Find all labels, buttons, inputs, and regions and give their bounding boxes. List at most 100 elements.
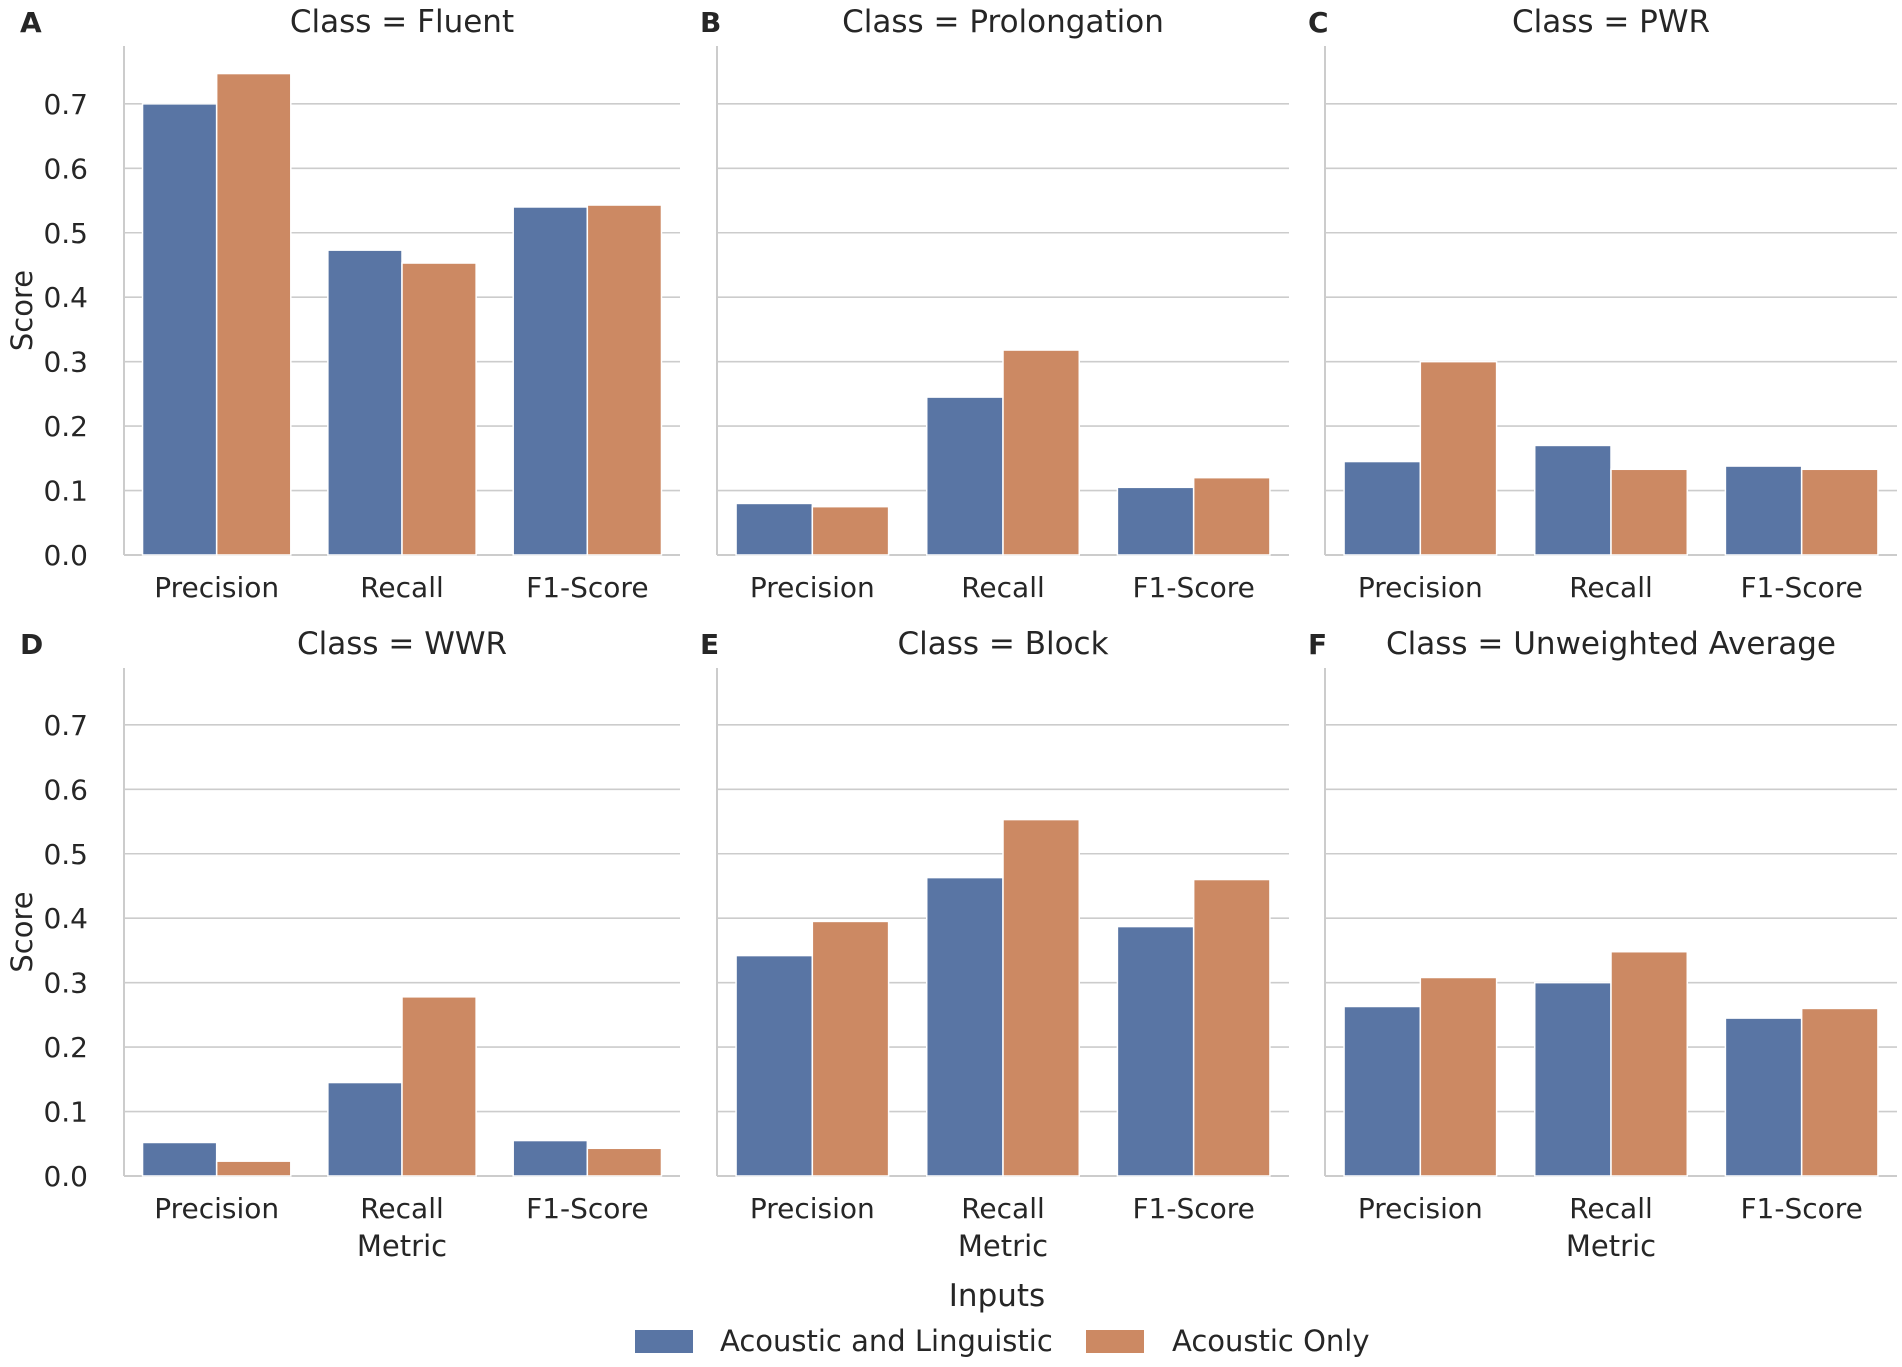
- bar-f1-score-acoustic-linguistic: [1724, 465, 1803, 556]
- y-tick-label: 0.3: [43, 967, 88, 1000]
- panel-letter: E: [700, 628, 719, 661]
- bar-f1-score-acoustic-only: [1192, 476, 1271, 556]
- bar-precision-acoustic-only: [811, 920, 890, 1177]
- panel-letter: D: [20, 628, 43, 661]
- panel-c: Precision Recall F1-Score Class = PWR C: [1308, 4, 1897, 604]
- x-tick-label: Precision: [750, 571, 875, 604]
- panel-title: Class = Fluent: [290, 4, 514, 40]
- bar-f1-score-acoustic-linguistic: [1116, 486, 1195, 556]
- bar-precision-acoustic-only: [1419, 976, 1498, 1177]
- x-tick-label: F1-Score: [526, 1192, 648, 1225]
- x-tick-label: Recall: [360, 1192, 444, 1225]
- legend-title: Inputs: [949, 1278, 1045, 1314]
- bar-precision-acoustic-only: [215, 72, 292, 556]
- panel-f: Precision Recall F1-Score Class = Unweighte…: [1308, 626, 1897, 1263]
- panel-title: Class = Unweighted Average: [1386, 626, 1836, 662]
- bar-f1-score-acoustic-only: [1800, 1007, 1879, 1177]
- legend-label-acoustic-linguistic: Acoustic and Linguistic: [720, 1324, 1053, 1358]
- y-tick-label: 0.0: [43, 539, 88, 572]
- x-axis-label: Metric: [1566, 1229, 1656, 1263]
- bar-recall-acoustic-linguistic: [1533, 981, 1612, 1177]
- x-tick-label: Recall: [360, 571, 444, 604]
- y-tick-label: 0.1: [43, 1096, 88, 1129]
- y-tick-label: 0.1: [43, 475, 88, 508]
- x-tick-label: Precision: [1358, 1192, 1483, 1225]
- x-tick-label: Precision: [1358, 571, 1483, 604]
- panel-letter: F: [1308, 628, 1327, 661]
- bar-precision-acoustic-only: [811, 505, 890, 556]
- panel-d: 0.0 0.1 0.2 0.3 0.4 0.5 0.6 0.7 Precision Recall F…: [5, 626, 680, 1263]
- x-tick-label: Precision: [154, 571, 279, 604]
- y-tick-label: 0.4: [43, 902, 88, 935]
- y-tick-label: 0.5: [43, 217, 88, 250]
- y-tick-label: 0.2: [43, 1031, 88, 1064]
- bar-precision-acoustic-linguistic: [141, 103, 218, 556]
- y-axis-label: Score: [5, 891, 39, 972]
- y-tick-label: 0.7: [43, 709, 88, 742]
- bar-recall-acoustic-linguistic: [925, 876, 1004, 1177]
- bar-precision-acoustic-linguistic: [735, 502, 814, 556]
- bar-f1-score-acoustic-only: [586, 1147, 663, 1177]
- legend-swatch-acoustic-only: [1086, 1330, 1144, 1353]
- y-tick-label: 0.6: [43, 152, 88, 185]
- bar-recall-acoustic-only: [401, 262, 477, 556]
- x-axis-label: Metric: [958, 1229, 1048, 1263]
- x-tick-label: Precision: [750, 1192, 875, 1225]
- bar-f1-score-acoustic-only: [586, 204, 663, 556]
- legend-label-acoustic-only: Acoustic Only: [1172, 1324, 1370, 1358]
- panel-title: Class = WWR: [297, 626, 507, 662]
- x-axis-label: Metric: [357, 1229, 447, 1263]
- bar-recall-acoustic-only: [1610, 468, 1689, 556]
- x-tick-label: F1-Score: [1132, 1192, 1254, 1225]
- bar-recall-acoustic-only: [1002, 818, 1081, 1177]
- bar-precision-acoustic-linguistic: [141, 1141, 218, 1177]
- panel-title: Class = PWR: [1512, 4, 1710, 40]
- bar-recall-acoustic-only: [401, 996, 477, 1177]
- bar-f1-score-acoustic-linguistic: [1724, 1017, 1803, 1177]
- x-tick-label: Recall: [961, 571, 1045, 604]
- bar-f1-score-acoustic-linguistic: [1116, 925, 1195, 1177]
- y-tick-label: 0.3: [43, 346, 88, 379]
- panel-letter: C: [1308, 6, 1329, 39]
- bar-precision-acoustic-only: [215, 1160, 292, 1177]
- bar-f1-score-acoustic-only: [1192, 878, 1271, 1177]
- panel-title: Class = Block: [897, 626, 1108, 662]
- x-tick-label: Recall: [1569, 1192, 1653, 1225]
- y-tick-label: 0.7: [43, 88, 88, 121]
- panels: 0.0 0.1 0.2 0.3 0.4 0.5 0.6 0.7 Precision Recall F…: [5, 4, 1897, 1263]
- panel-b: Precision Recall F1-Score Class = Prolongat…: [700, 4, 1289, 604]
- legend: Inputs Acoustic and Linguistic Acoustic …: [635, 1278, 1370, 1358]
- legend-swatch-acoustic-linguistic: [635, 1330, 693, 1353]
- bar-recall-acoustic-linguistic: [327, 1081, 403, 1177]
- bar-f1-score-acoustic-linguistic: [512, 1139, 589, 1177]
- y-tick-label: 0.0: [43, 1160, 88, 1193]
- panel-title: Class = Prolongation: [842, 4, 1164, 40]
- bar-precision-acoustic-linguistic: [1343, 1005, 1422, 1177]
- bar-precision-acoustic-only: [1419, 360, 1498, 556]
- bar-recall-acoustic-linguistic: [327, 249, 403, 556]
- bar-f1-score-acoustic-only: [1800, 468, 1879, 556]
- y-axis-label: Score: [5, 270, 39, 351]
- x-tick-label: Recall: [961, 1192, 1045, 1225]
- bar-f1-score-acoustic-linguistic: [512, 206, 589, 556]
- bar-recall-acoustic-only: [1002, 349, 1081, 556]
- y-tick-label: 0.5: [43, 838, 88, 871]
- panel-letter: B: [700, 6, 721, 39]
- y-tick-label: 0.6: [43, 773, 88, 806]
- y-tick-label: 0.2: [43, 410, 88, 443]
- x-tick-label: F1-Score: [1740, 1192, 1862, 1225]
- bar-recall-acoustic-linguistic: [1533, 444, 1612, 556]
- x-tick-label: F1-Score: [526, 571, 648, 604]
- panel-letter: A: [20, 6, 42, 39]
- bar-recall-acoustic-only: [1610, 950, 1689, 1177]
- bar-precision-acoustic-linguistic: [735, 954, 814, 1177]
- bar-recall-acoustic-linguistic: [925, 396, 1004, 556]
- panel-a: 0.0 0.1 0.2 0.3 0.4 0.5 0.6 0.7 Precision Recall F…: [5, 4, 680, 604]
- panel-e: Precision Recall F1-Score Class = Block E Met…: [700, 626, 1289, 1263]
- bar-precision-acoustic-linguistic: [1343, 460, 1422, 556]
- y-tick-label: 0.4: [43, 281, 88, 314]
- x-tick-label: Precision: [154, 1192, 279, 1225]
- x-tick-label: F1-Score: [1740, 571, 1862, 604]
- x-tick-label: F1-Score: [1132, 571, 1254, 604]
